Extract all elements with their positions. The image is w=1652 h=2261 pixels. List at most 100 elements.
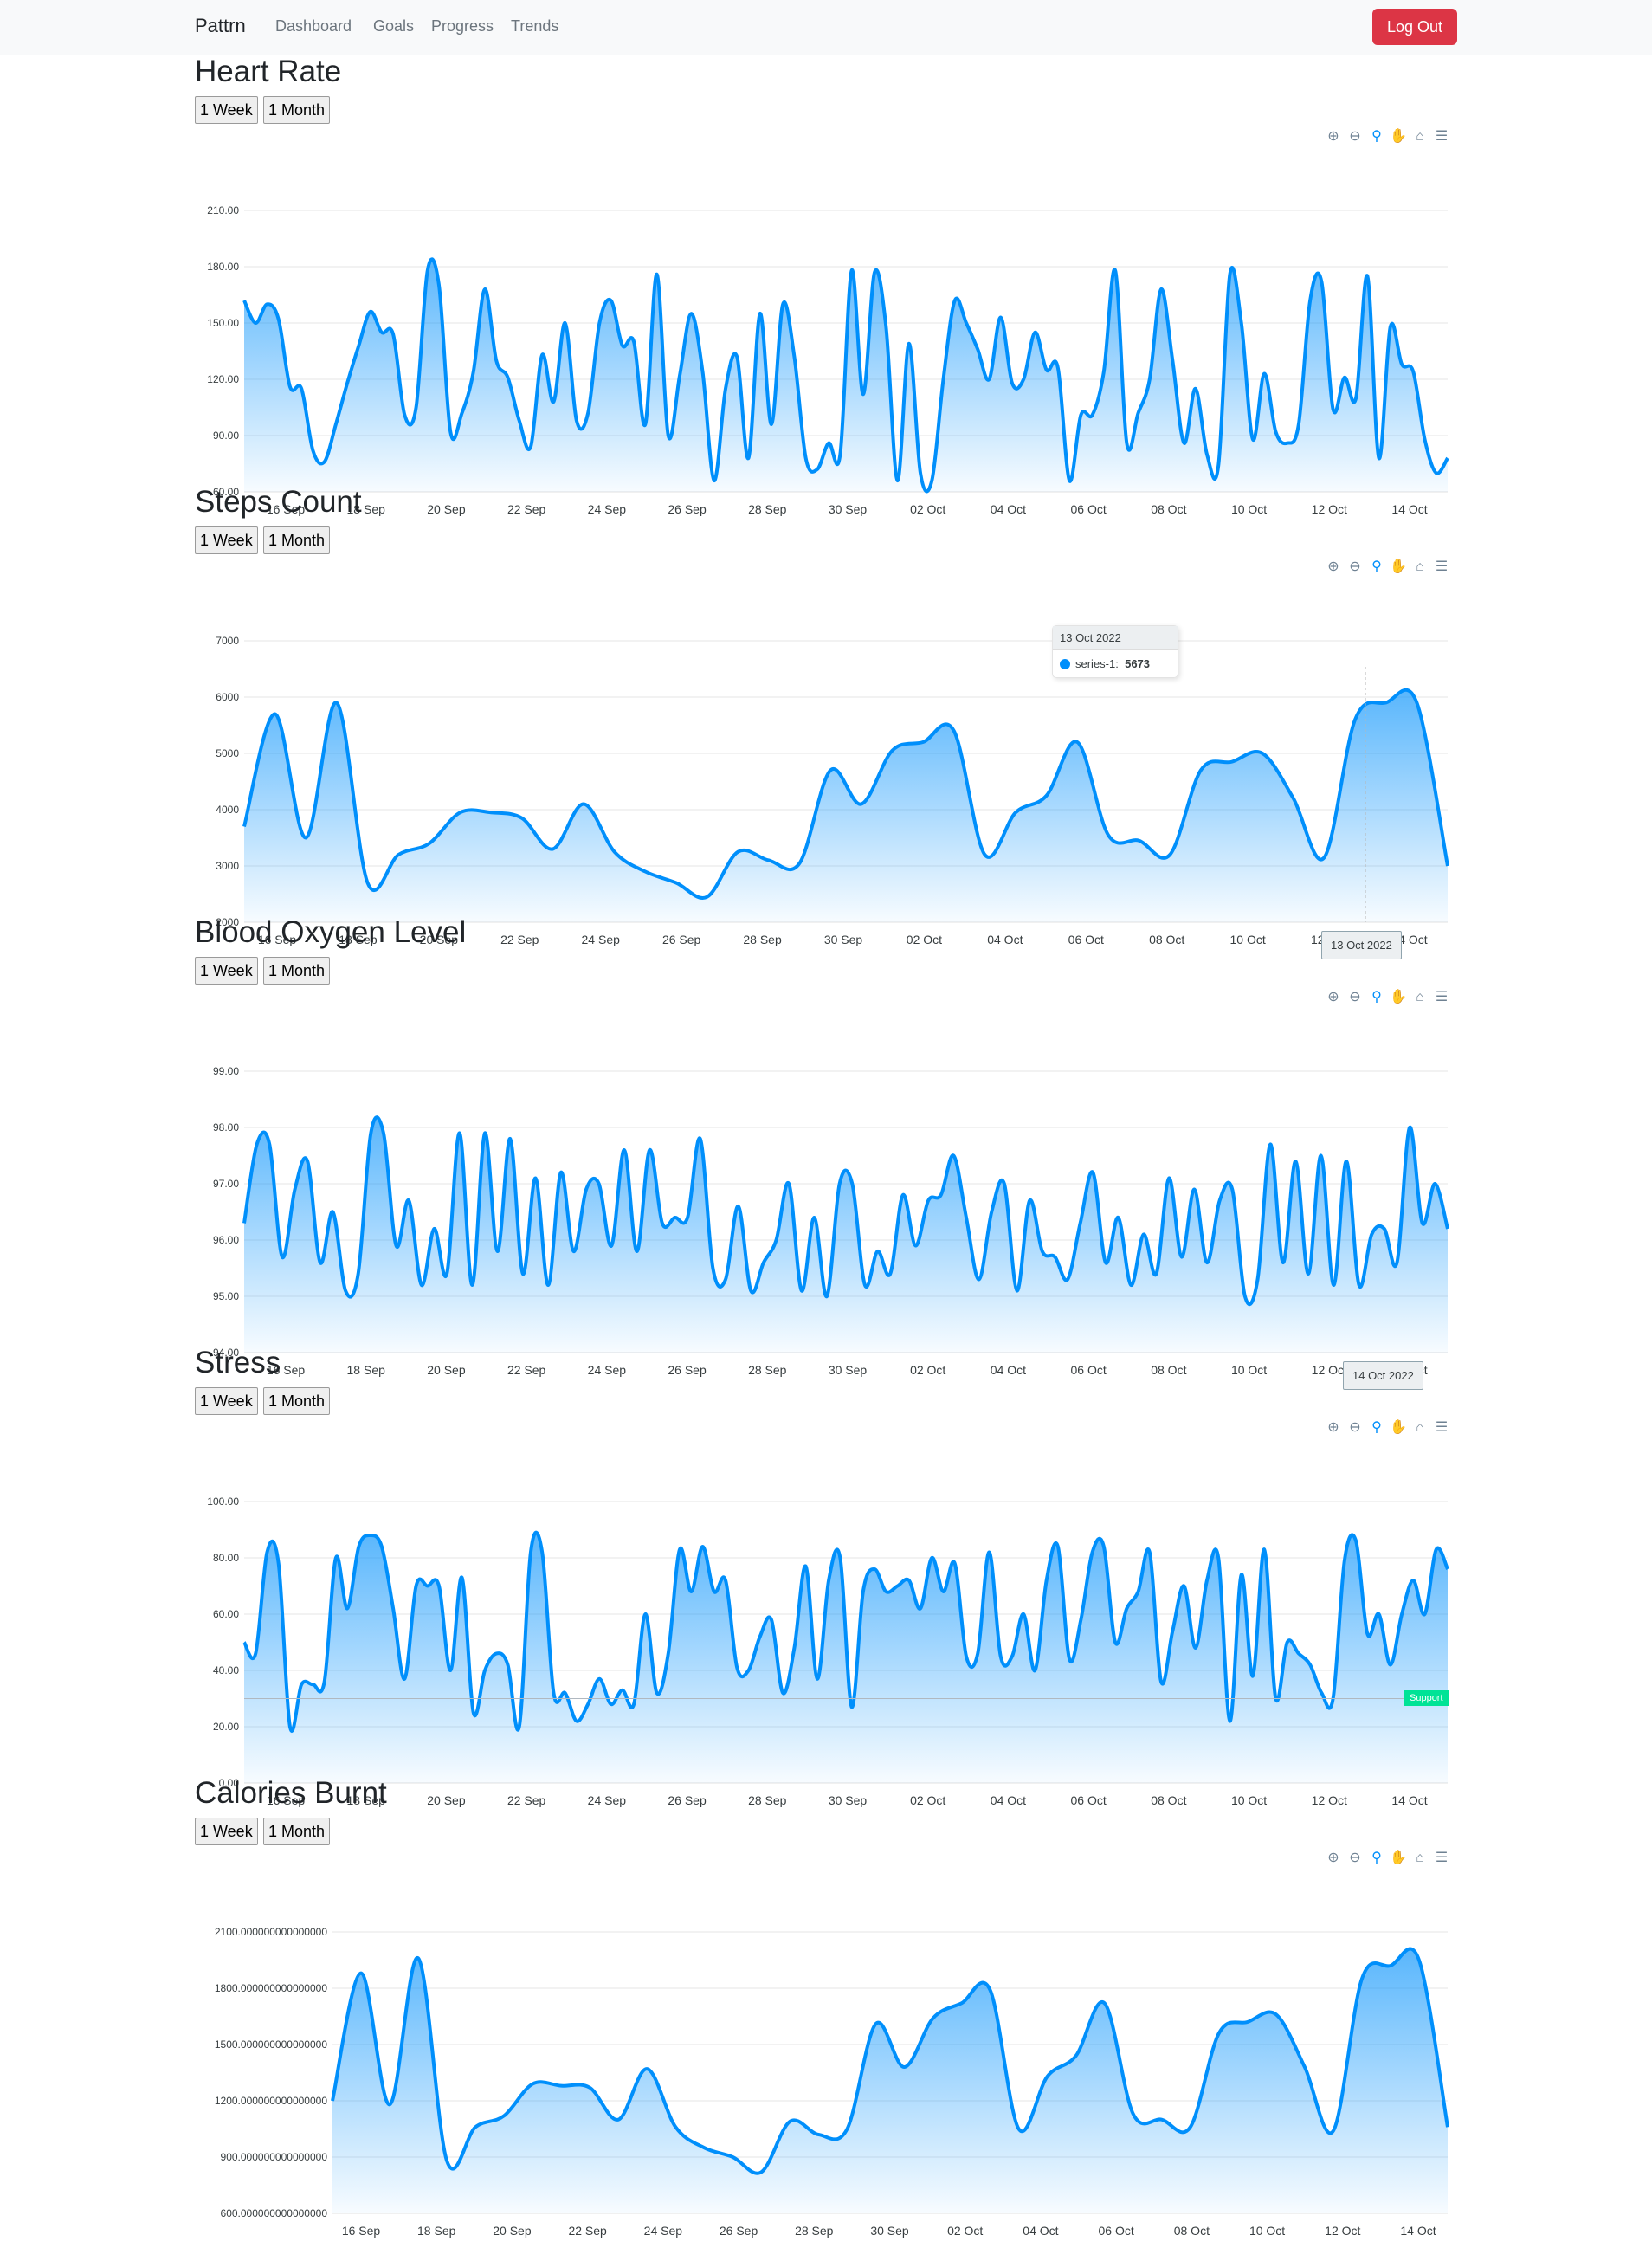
y-tick-label: 180.00 xyxy=(207,261,239,273)
x-tick-label: 06 Oct xyxy=(1071,502,1107,516)
x-tick-label: 20 Sep xyxy=(420,933,459,946)
home-icon[interactable]: ⌂ xyxy=(1416,990,1424,1005)
x-tick-label: 10 Oct xyxy=(1249,2224,1285,2238)
blood-oxygen-title: Blood Oxygen Level xyxy=(195,915,467,949)
calories-burnt-series-line[interactable] xyxy=(331,1947,1449,2175)
steps-count-title: Steps Count xyxy=(195,485,362,519)
zoom-select-icon[interactable]: ⚲ xyxy=(1371,1851,1382,1865)
nav-trends[interactable]: Trends xyxy=(511,17,559,35)
y-tick-label: 6000 xyxy=(216,691,239,703)
x-tick-label: 28 Sep xyxy=(795,2224,834,2238)
zoom-out-icon[interactable]: ⊖ xyxy=(1349,559,1361,574)
y-tick-label: 2100.000000000000000 xyxy=(215,1926,327,1938)
blood-oxygen-series-line[interactable] xyxy=(242,1115,1449,1307)
logout-button[interactable]: Log Out xyxy=(1372,9,1457,45)
y-tick-label: 7000 xyxy=(216,635,239,647)
menu-icon[interactable]: ☰ xyxy=(1435,1420,1449,1435)
y-tick-label: 99.00 xyxy=(213,1065,239,1077)
heart-rate-1-week-button[interactable]: 1 Week xyxy=(195,96,258,124)
heart-rate-1-month-button[interactable]: 1 Month xyxy=(263,96,331,124)
x-tick-label: 14 Oct xyxy=(1391,502,1427,516)
x-tick-label: 14 Oct xyxy=(1391,1793,1427,1807)
y-tick-label: 98.00 xyxy=(213,1121,239,1134)
x-tick-label: 28 Sep xyxy=(748,1363,787,1377)
x-tick-label: 02 Oct xyxy=(910,502,945,516)
x-tick-label: 22 Sep xyxy=(507,1363,546,1377)
pan-hand-icon[interactable]: ✋ xyxy=(1390,1420,1407,1435)
x-tick-label: 26 Sep xyxy=(720,2224,758,2238)
home-icon[interactable]: ⌂ xyxy=(1416,559,1424,574)
zoom-select-icon[interactable]: ⚲ xyxy=(1371,559,1382,574)
x-tick-label: 08 Oct xyxy=(1149,933,1184,946)
stress-series-line[interactable] xyxy=(242,1530,1449,1733)
stress-1-month-button[interactable]: 1 Month xyxy=(263,1387,331,1415)
brand-logo[interactable]: Pattrn xyxy=(195,15,246,36)
x-tick-label: 26 Sep xyxy=(668,1793,707,1807)
home-icon[interactable]: ⌂ xyxy=(1416,1420,1424,1435)
pan-hand-icon[interactable]: ✋ xyxy=(1390,129,1407,144)
pan-hand-icon[interactable]: ✋ xyxy=(1390,1851,1407,1865)
zoom-out-icon[interactable]: ⊖ xyxy=(1349,129,1361,144)
nav-goals[interactable]: Goals xyxy=(373,17,415,35)
x-tick-label: 18 Sep xyxy=(347,1363,386,1377)
x-tick-label: 12 Oct xyxy=(1312,1793,1347,1807)
x-tick-label: 20 Sep xyxy=(427,1793,466,1807)
stress-1-week-button[interactable]: 1 Week xyxy=(195,1387,258,1415)
x-tick-label: 08 Oct xyxy=(1174,2224,1210,2238)
zoom-select-icon[interactable]: ⚲ xyxy=(1371,1420,1382,1435)
y-tick-label: 1800.000000000000000 xyxy=(215,1982,327,1994)
tooltip-series-label: series-1: xyxy=(1075,657,1119,670)
nav-progress[interactable]: Progress xyxy=(431,17,494,35)
x-tick-label: 14 Oct xyxy=(1400,2224,1436,2238)
x-tick-label: 02 Oct xyxy=(947,2224,983,2238)
x-tick-label: 30 Sep xyxy=(829,1793,868,1807)
heart-rate-section: Heart Rate 1 Week 1 Month ⊕ ⊖ ⚲ ✋ ⌂ ☰ 210.00 180… xyxy=(0,55,1652,516)
zoom-out-icon[interactable]: ⊖ xyxy=(1349,1851,1361,1865)
x-tick-label: 24 Sep xyxy=(588,1793,627,1807)
pan-hand-icon[interactable]: ✋ xyxy=(1390,559,1407,574)
heart-rate-series-line[interactable] xyxy=(242,257,1449,494)
y-tick-label: 95.00 xyxy=(213,1290,239,1302)
x-tick-label: 06 Oct xyxy=(1071,1793,1107,1807)
zoom-select-icon[interactable]: ⚲ xyxy=(1371,129,1382,144)
y-tick-label: 20.00 xyxy=(213,1721,239,1733)
stress-chart: 100.00 80.00 60.00 40.00 20.00 0.00 16 Sep 18 S… xyxy=(207,1495,1449,1807)
blood-oxygen-1-week-button[interactable]: 1 Week xyxy=(195,957,258,985)
x-tick-label: 26 Sep xyxy=(668,1363,707,1377)
steps-count-series-line[interactable] xyxy=(242,688,1449,900)
x-tick-label: 10 Oct xyxy=(1231,502,1267,516)
zoom-in-icon[interactable]: ⊕ xyxy=(1327,1420,1339,1435)
steps-count-1-week-button[interactable]: 1 Week xyxy=(195,526,258,554)
menu-icon[interactable]: ☰ xyxy=(1435,559,1449,574)
blood-oxygen-1-month-button[interactable]: 1 Month xyxy=(263,957,331,985)
zoom-in-icon[interactable]: ⊕ xyxy=(1327,129,1339,144)
zoom-in-icon[interactable]: ⊕ xyxy=(1327,1851,1339,1865)
x-tick-label: 22 Sep xyxy=(568,2224,607,2238)
menu-icon[interactable]: ☰ xyxy=(1435,129,1449,144)
x-tick-label: 08 Oct xyxy=(1151,1363,1186,1377)
zoom-out-icon[interactable]: ⊖ xyxy=(1349,1420,1361,1435)
x-tick-label: 16 Sep xyxy=(258,933,297,946)
zoom-in-icon[interactable]: ⊕ xyxy=(1327,990,1339,1005)
home-icon[interactable]: ⌂ xyxy=(1416,129,1424,144)
home-icon[interactable]: ⌂ xyxy=(1416,1851,1424,1865)
stress-section: Stress 1 Week 1 Month ⊕ ⊖ ⚲ ✋ ⌂ ☰ 100.00 80.00 60… xyxy=(0,1346,1652,1807)
zoom-out-icon[interactable]: ⊖ xyxy=(1349,990,1361,1005)
steps-count-chart: 7000 6000 5000 4000 3000 2000 16 Sep 18 Sep 20 S… xyxy=(216,635,1449,946)
x-tick-label: 04 Oct xyxy=(1023,2224,1058,2238)
calories-burnt-1-week-button[interactable]: 1 Week xyxy=(195,1818,258,1845)
menu-icon[interactable]: ☰ xyxy=(1435,990,1449,1005)
x-tick-label: 04 Oct xyxy=(987,933,1023,946)
x-tick-label: 16 Sep xyxy=(267,1363,306,1377)
menu-icon[interactable]: ☰ xyxy=(1435,1851,1449,1865)
x-tick-label: 18 Sep xyxy=(417,2224,456,2238)
nav-dashboard[interactable]: Dashboard xyxy=(275,17,352,35)
steps-count-1-month-button[interactable]: 1 Month xyxy=(263,526,331,554)
calories-burnt-1-month-button[interactable]: 1 Month xyxy=(263,1818,331,1845)
calories-burnt-section: Calories Burnt 1 Week 1 Month ⊕ ⊖ ⚲ ✋ ⌂ ☰ 2100.… xyxy=(0,1776,1652,2238)
zoom-select-icon[interactable]: ⚲ xyxy=(1371,990,1382,1005)
y-tick-label: 1200.000000000000000 xyxy=(215,2095,327,2107)
pan-hand-icon[interactable]: ✋ xyxy=(1390,990,1407,1005)
zoom-in-icon[interactable]: ⊕ xyxy=(1327,559,1339,574)
tooltip-date: 13 Oct 2022 xyxy=(1053,626,1178,650)
